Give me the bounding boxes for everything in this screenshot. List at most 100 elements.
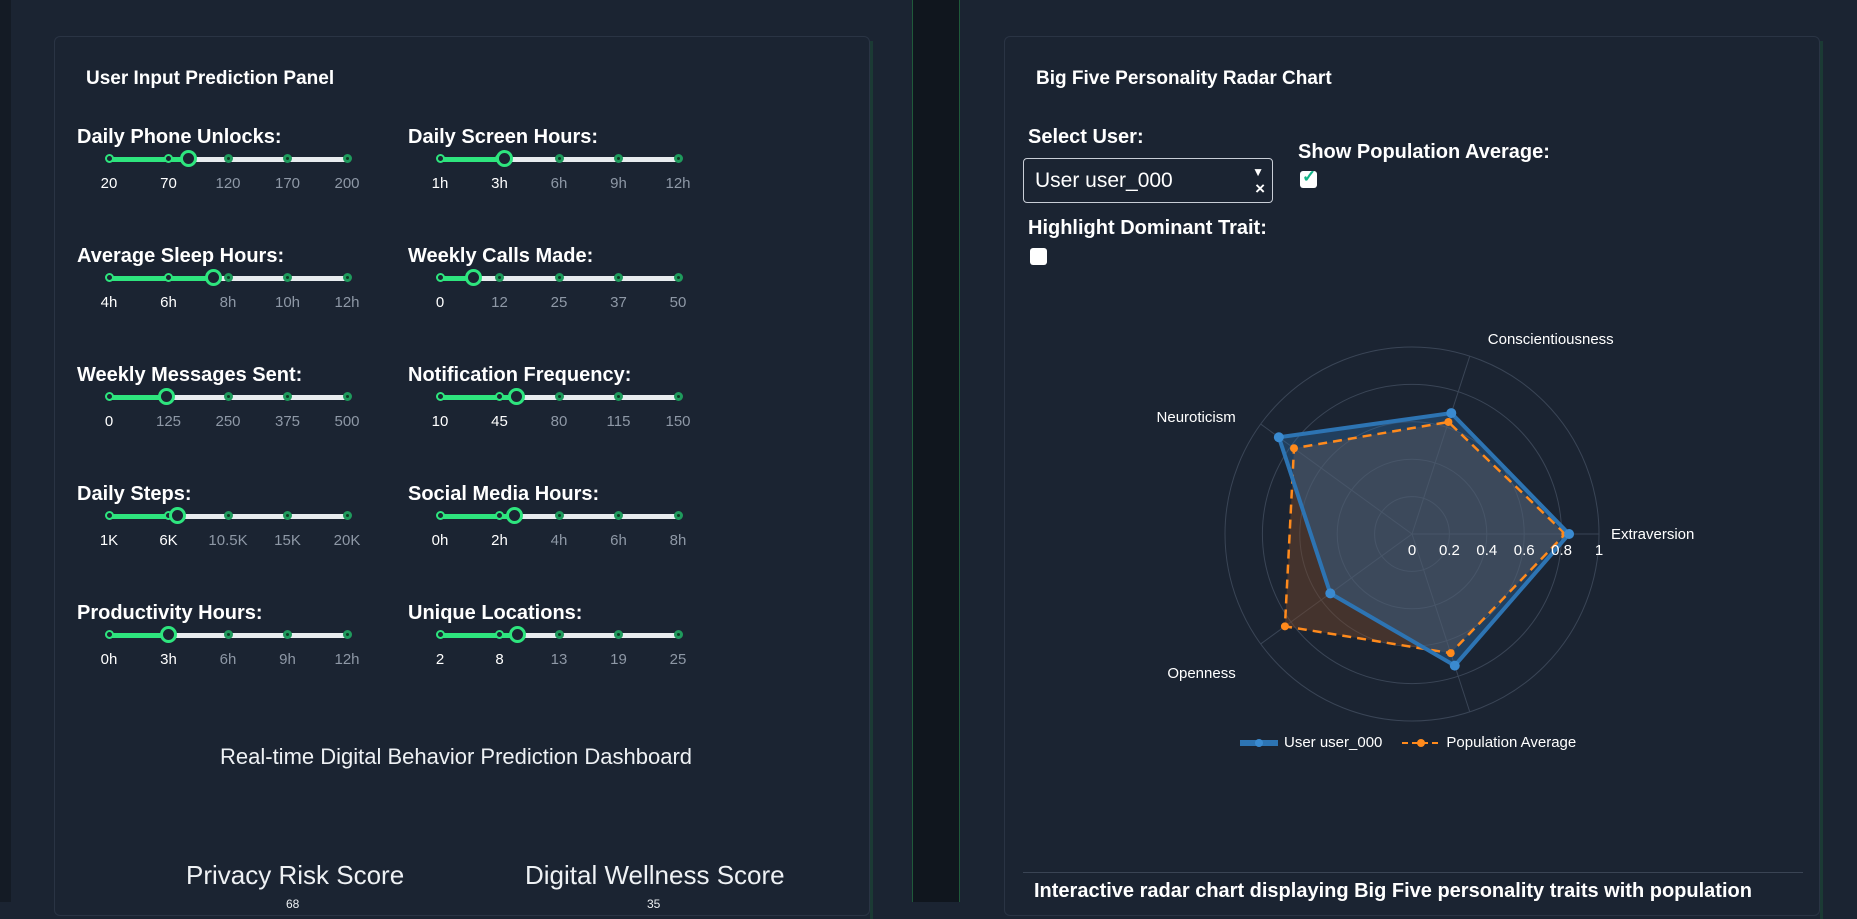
slider-handle[interactable] bbox=[509, 626, 527, 643]
slider-tick-mark bbox=[104, 273, 114, 282]
radar-chart: 0 0.2 0.4 0.6 0.8 1 Extraversion Conscientiousn… bbox=[1157, 331, 1694, 722]
slider-daily-steps: Daily Steps: 1K 6K 10.5K 15K 20K bbox=[77, 483, 387, 573]
slider-handle[interactable] bbox=[496, 150, 514, 167]
slider-tick-mark bbox=[614, 511, 623, 520]
slider-tick-mark bbox=[283, 392, 292, 401]
show-population-checkbox[interactable]: ✓ bbox=[1300, 167, 1317, 188]
slider-tick-label: 125 bbox=[155, 413, 182, 430]
slider-tick-label: 15K bbox=[274, 532, 301, 549]
radar-series-area bbox=[1284, 421, 1566, 654]
slider-tick-mark bbox=[283, 154, 292, 163]
slider-tick-label: 2h bbox=[491, 532, 508, 549]
slider-tick-label: 170 bbox=[274, 175, 301, 192]
left-gutter bbox=[0, 0, 11, 902]
slider-tick-label: 20K bbox=[333, 532, 361, 549]
slider-tick-label: 6h bbox=[610, 532, 627, 549]
slider-label: Daily Steps: bbox=[77, 483, 192, 505]
slider-tick-label: 20 bbox=[100, 175, 118, 192]
slider-handle[interactable] bbox=[179, 150, 197, 167]
radar-axis-label: Openness bbox=[1167, 665, 1235, 682]
slider-tick-label: 6K bbox=[159, 532, 178, 549]
radar-point bbox=[1564, 529, 1575, 539]
radar-axis-label: Extraversion bbox=[1611, 526, 1694, 543]
slider-tick-mark bbox=[104, 511, 114, 520]
slider-tick-label: 375 bbox=[274, 413, 301, 430]
slider-tick-label: 9h bbox=[610, 175, 627, 192]
slider-tick-label: 3h bbox=[160, 651, 177, 668]
center-gutter bbox=[912, 0, 960, 902]
slider-tick-label: 10.5K bbox=[208, 532, 248, 549]
slider-tick-mark bbox=[495, 392, 504, 401]
slider-tick-mark bbox=[673, 630, 683, 639]
legend-item-population[interactable]: Population Average bbox=[1402, 734, 1576, 751]
radar-point bbox=[1289, 444, 1298, 453]
show-population-label: Show Population Average: bbox=[1298, 141, 1550, 163]
slider-tick-label: 500 bbox=[334, 413, 360, 430]
slider-label: Daily Screen Hours: bbox=[408, 126, 599, 148]
slider-tick-mark bbox=[104, 154, 114, 163]
slider-handle[interactable] bbox=[204, 269, 222, 286]
slider-fill bbox=[440, 633, 518, 638]
digital-wellness-title: Digital Wellness Score bbox=[525, 860, 785, 890]
slider-tick-label: 0 bbox=[435, 294, 445, 311]
slider-fill bbox=[109, 157, 189, 162]
slider-tick-mark bbox=[614, 154, 623, 163]
radar-point bbox=[1449, 660, 1460, 671]
slider-tick-mark bbox=[223, 511, 233, 520]
slider-tick-label: 45 bbox=[491, 413, 508, 430]
slider-tick-label: 70 bbox=[160, 175, 177, 192]
slider-handle[interactable] bbox=[169, 507, 187, 524]
slider-tick-mark bbox=[283, 630, 292, 639]
digital-wellness-value: 35 bbox=[647, 897, 661, 911]
slider-handle[interactable] bbox=[508, 388, 525, 405]
slider-tick-label: 13 bbox=[550, 651, 568, 668]
slider-tick-label: 0 bbox=[104, 413, 114, 430]
slider-tick-label: 3h bbox=[491, 175, 508, 192]
radar-caption: Interactive radar chart displaying Big F… bbox=[1034, 880, 1752, 902]
slider-tick-mark bbox=[435, 511, 445, 520]
slider-tick-label: 9h bbox=[279, 651, 296, 668]
radar-radial-tick-label: 0.2 bbox=[1439, 542, 1460, 559]
slider-daily-phone-unlocks: Daily Phone Unlocks: 20 70 120 170 200 bbox=[77, 126, 387, 216]
clear-icon[interactable]: × bbox=[1255, 179, 1265, 198]
privacy-risk-title: Privacy Risk Score bbox=[186, 860, 405, 890]
chevron-down-icon[interactable]: ▼ bbox=[1252, 165, 1264, 179]
slider-tick-label: 0h bbox=[100, 651, 118, 668]
slider-tick-mark bbox=[614, 392, 623, 401]
slider-social-media-hours: Social Media Hours: 0h 2h 4h 6h 8h bbox=[408, 483, 718, 573]
radar-radial-tick-label: 1 bbox=[1595, 542, 1603, 559]
slider-tick-label: 6h bbox=[550, 175, 568, 192]
radar-point bbox=[1280, 622, 1289, 631]
slider-handle[interactable] bbox=[157, 388, 175, 405]
slider-handle[interactable] bbox=[160, 626, 177, 643]
legend-item-user[interactable]: User user_000 bbox=[1240, 734, 1382, 751]
slider-tick-label: 50 bbox=[669, 294, 687, 311]
slider-tick-label: 10h bbox=[274, 294, 301, 311]
prediction-panel-card bbox=[54, 36, 873, 919]
slider-tick-mark bbox=[223, 273, 233, 282]
slider-tick-mark bbox=[342, 511, 352, 520]
slider-tick-mark bbox=[342, 630, 352, 639]
highlight-dominant-checkbox[interactable] bbox=[1030, 248, 1047, 265]
slider-tick-label: 4h bbox=[100, 294, 118, 311]
slider-label: Weekly Calls Made: bbox=[408, 245, 594, 267]
slider-tick-label: 150 bbox=[665, 413, 691, 430]
slider-fill bbox=[109, 514, 178, 519]
slider-tick-mark bbox=[554, 273, 564, 282]
slider-weekly-messages-sent: Weekly Messages Sent: 0 125 250 375 500 bbox=[77, 364, 387, 454]
slider-tick-mark bbox=[495, 630, 504, 639]
select-user-dropdown[interactable]: User user_000 ▼ × bbox=[1023, 158, 1273, 203]
prediction-panel-title: User Input Prediction Panel bbox=[86, 68, 335, 89]
slider-label: Productivity Hours: bbox=[77, 602, 263, 624]
slider-tick-mark bbox=[342, 154, 352, 163]
select-user-label: Select User: bbox=[1028, 126, 1144, 148]
slider-notification-frequency: Notification Frequency: 10 45 80 115 150 bbox=[408, 364, 718, 454]
legend-population-label: Population Average bbox=[1446, 734, 1577, 751]
checkmark-icon: ✓ bbox=[1302, 167, 1317, 186]
caption-divider bbox=[1023, 872, 1803, 873]
slider-label: Weekly Messages Sent: bbox=[77, 364, 303, 386]
slider-tick-mark bbox=[435, 392, 445, 401]
slider-handle[interactable] bbox=[464, 269, 482, 286]
slider-handle[interactable] bbox=[505, 507, 523, 524]
slider-fill bbox=[109, 395, 167, 400]
